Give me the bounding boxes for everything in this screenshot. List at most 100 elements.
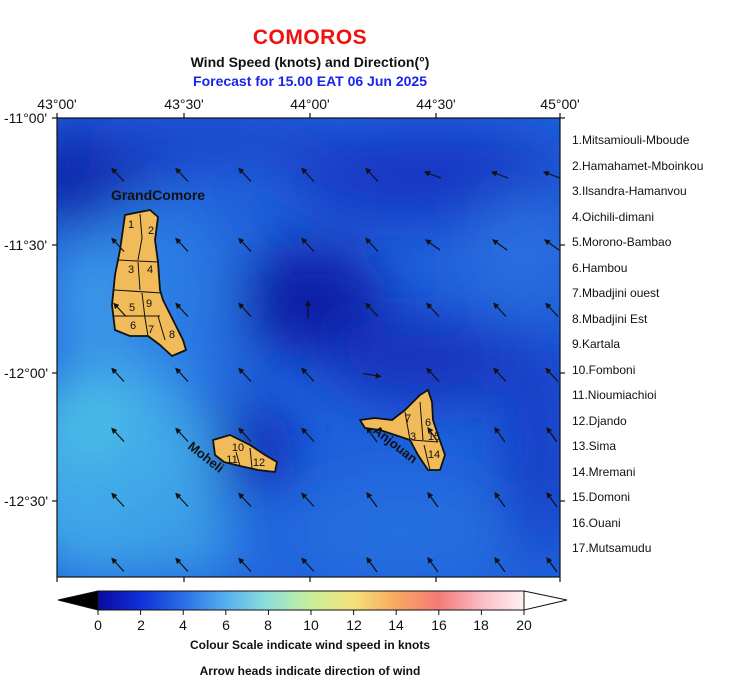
- wind-arrow: [238, 492, 252, 507]
- district-number: 6: [425, 417, 431, 429]
- wind-arrow: [493, 367, 507, 382]
- district-legend-item: 16.Ouani: [572, 515, 621, 530]
- colorbar-tick-label: 6: [222, 617, 230, 633]
- lat-label: -12°00': [4, 365, 49, 381]
- wind-arrow: [301, 367, 315, 382]
- colorbar-tick-label: 20: [516, 617, 532, 633]
- map-title: COMOROS: [252, 26, 368, 49]
- colorbar: [57, 590, 568, 615]
- wind-arrow: [238, 427, 252, 442]
- wind-arrow: [366, 427, 378, 443]
- forecast-time: Forecast for 15.00 EAT 06 Jun 2025: [193, 73, 427, 89]
- district-legend-item: 14.Mremani: [572, 464, 636, 479]
- wind-arrow: [542, 170, 561, 179]
- district-number: 7: [148, 324, 154, 336]
- district-legend-item: 12.Djando: [572, 413, 627, 428]
- wind-arrow: [175, 302, 189, 317]
- lat-label: -11°00': [4, 110, 48, 126]
- wind-arrow: [492, 239, 508, 251]
- district-number: 1: [128, 219, 134, 231]
- district-legend-item: 5.Morono-Bambao: [572, 235, 672, 249]
- district-number: 6: [130, 320, 136, 332]
- colorbar-tick-label: 14: [388, 617, 404, 633]
- colorbar-tick-label: 10: [303, 617, 319, 633]
- wind-arrow: [301, 237, 315, 252]
- district-legend-item: 7.Mbadjini ouest: [572, 286, 660, 300]
- wind-arrow: [427, 492, 439, 508]
- district-number: 3: [128, 264, 134, 276]
- wind-arrow: [111, 167, 125, 182]
- district-number: 10: [232, 442, 244, 454]
- colorbar-tick-label: 12: [346, 617, 362, 633]
- lon-label: 43°30': [164, 96, 204, 112]
- colorbar-caption: Colour Scale indicate wind speed in knot…: [189, 638, 431, 652]
- district-number: 11: [226, 454, 237, 466]
- wind-arrow: [546, 557, 558, 573]
- wind-arrow: [238, 367, 252, 382]
- wind-arrow: [546, 492, 558, 508]
- lon-label: 44°00': [290, 96, 330, 112]
- colorbar-tick-label: 2: [137, 617, 145, 633]
- island-grand-comore: [111, 209, 187, 357]
- district-legend-item: 13.Sima: [572, 439, 617, 453]
- wind-arrow: [494, 557, 506, 573]
- lon-label: 44°30': [416, 96, 456, 112]
- label-grand-comore: GrandComore: [111, 187, 205, 203]
- wind-arrow: [494, 492, 506, 508]
- wind-arrow: [423, 170, 442, 179]
- wind-arrow: [175, 167, 189, 182]
- wind-speed-field: [57, 118, 560, 577]
- district-number: 2: [148, 225, 154, 237]
- wind-arrow: [545, 367, 559, 382]
- district-legend-item: 15.Domoni: [572, 490, 631, 504]
- island-moheli: [212, 434, 278, 473]
- wind-arrow: [111, 367, 125, 382]
- arrow-caption: Arrow heads indicate direction of wind: [199, 664, 421, 678]
- axis-ticks: [52, 113, 565, 582]
- island-anjouan: [359, 389, 446, 471]
- wind-arrow: [301, 167, 315, 182]
- wind-arrow: [426, 367, 440, 382]
- wind-arrow: [301, 492, 315, 507]
- district-legend-item: 17.Mutsamudu: [572, 541, 652, 555]
- wind-arrow: [175, 427, 189, 442]
- lon-label: 45°00': [540, 96, 580, 112]
- map-frame: [56, 117, 561, 578]
- wind-arrow: [365, 167, 379, 182]
- wind-arrow: [238, 167, 252, 182]
- district-legend-item: 2.Hamahamet-Mboinkou: [572, 158, 704, 173]
- wind-arrow: [111, 427, 125, 442]
- wind-arrow: [175, 367, 189, 382]
- district-number: 14: [428, 449, 440, 461]
- district-number: 8: [169, 329, 175, 341]
- wind-arrow: [544, 239, 560, 251]
- district-legend: 1.Mitsamiouli-Mboude 2.Hamahamet-Mboinko…: [572, 128, 703, 562]
- wind-arrow: [490, 170, 509, 179]
- district-number: 9: [146, 298, 152, 310]
- wind-arrow: [546, 427, 558, 443]
- wind-arrow: [175, 492, 189, 507]
- district-legend-item: 6.Hambou: [572, 260, 628, 275]
- wind-arrow: [175, 557, 189, 572]
- district-number: 15: [428, 431, 440, 443]
- district-number: 3: [410, 431, 416, 443]
- district-number: 5: [129, 302, 135, 314]
- wind-arrow: [238, 302, 252, 317]
- wind-arrow: [111, 237, 125, 252]
- district-number: 4: [147, 264, 153, 276]
- district-legend-item: 8.Mbadjini Est: [572, 311, 648, 326]
- wind-arrow: [427, 557, 439, 573]
- district-number: 7: [405, 413, 411, 425]
- wind-arrow: [366, 557, 378, 573]
- wind-arrow: [238, 557, 252, 572]
- colorbar-tick-label: 18: [473, 617, 489, 633]
- wind-arrow: [113, 302, 127, 317]
- district-legend-item: 9.Kartala: [572, 337, 621, 351]
- lon-label: 43°00': [37, 96, 77, 112]
- colorbar-tick-label: 4: [179, 617, 187, 633]
- lat-label: -11°30': [4, 237, 48, 253]
- wind-arrow: [175, 237, 189, 252]
- wind-arrow: [427, 427, 439, 443]
